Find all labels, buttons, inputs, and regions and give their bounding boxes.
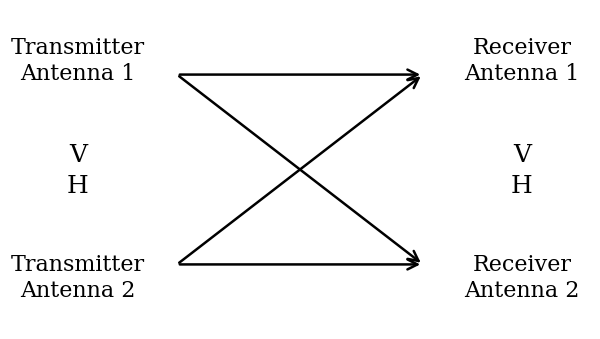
Text: H: H bbox=[67, 175, 89, 198]
Text: Transmitter
Antenna 1: Transmitter Antenna 1 bbox=[11, 37, 145, 85]
Text: V: V bbox=[513, 144, 531, 167]
Text: Transmitter
Antenna 2: Transmitter Antenna 2 bbox=[11, 254, 145, 302]
Text: Receiver
Antenna 2: Receiver Antenna 2 bbox=[464, 254, 580, 302]
Text: H: H bbox=[511, 175, 533, 198]
Text: Receiver
Antenna 1: Receiver Antenna 1 bbox=[464, 37, 580, 85]
Text: V: V bbox=[69, 144, 87, 167]
